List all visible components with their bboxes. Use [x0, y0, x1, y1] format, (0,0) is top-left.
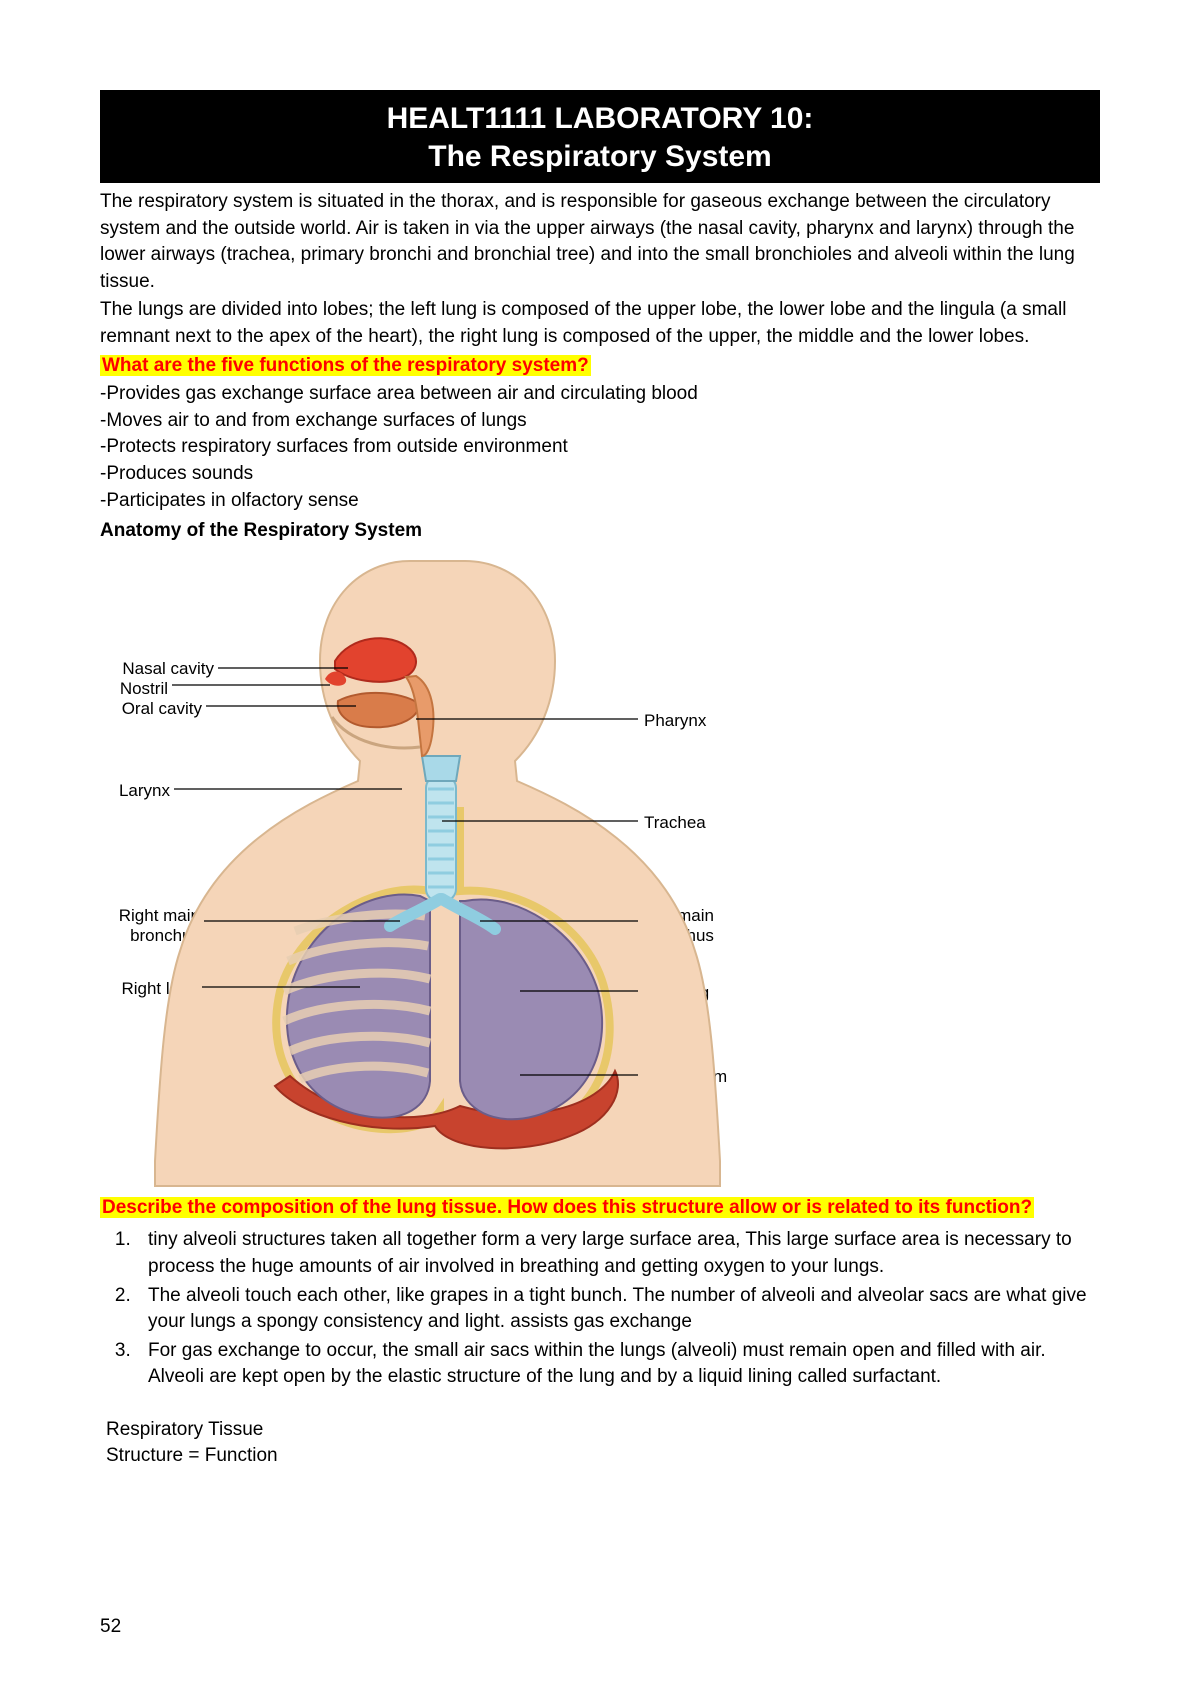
title-line-2: The Respiratory System: [100, 138, 1100, 176]
question-1-wrap: What are the five functions of the respi…: [100, 353, 1100, 380]
anatomy-heading: Anatomy of the Respiratory System: [100, 518, 1100, 545]
answers-list: tiny alveoli structures taken all togeth…: [136, 1227, 1100, 1391]
function-item: -Produces sounds: [100, 461, 1100, 488]
question-1: What are the five functions of the respi…: [100, 355, 591, 376]
diagram-svg: [100, 551, 1100, 1191]
trachea-shape: [426, 776, 456, 901]
footer-line-2: Structure = Function: [106, 1443, 1100, 1470]
title-line-1: HEALT1111 LABORATORY 10:: [100, 100, 1100, 138]
function-item: -Moves air to and from exchange surfaces…: [100, 408, 1100, 435]
body-content: The respiratory system is situated in th…: [100, 189, 1100, 1470]
question-2-wrap: Describe the composition of the lung tis…: [100, 1195, 1100, 1222]
functions-list: -Provides gas exchange surface area betw…: [100, 381, 1100, 514]
page-number: 52: [100, 1616, 121, 1638]
intro-paragraph-2: The lungs are divided into lobes; the le…: [100, 297, 1100, 350]
function-item: -Provides gas exchange surface area betw…: [100, 381, 1100, 408]
answer-item: For gas exchange to occur, the small air…: [136, 1338, 1100, 1391]
answer-item: tiny alveoli structures taken all togeth…: [136, 1227, 1100, 1280]
page-title-bar: HEALT1111 LABORATORY 10: The Respiratory…: [100, 90, 1100, 183]
footer-block: Respiratory Tissue Structure = Function: [106, 1417, 1100, 1470]
respiratory-diagram: Nasal cavity Nostril Oral cavity Larynx …: [100, 551, 1100, 1191]
answer-item: The alveoli touch each other, like grape…: [136, 1283, 1100, 1336]
larynx-shape: [422, 756, 460, 781]
intro-paragraph-1: The respiratory system is situated in th…: [100, 189, 1100, 295]
question-2: Describe the composition of the lung tis…: [100, 1197, 1034, 1218]
function-item: -Protects respiratory surfaces from outs…: [100, 434, 1100, 461]
function-item: -Participates in olfactory sense: [100, 488, 1100, 515]
footer-line-1: Respiratory Tissue: [106, 1417, 1100, 1444]
